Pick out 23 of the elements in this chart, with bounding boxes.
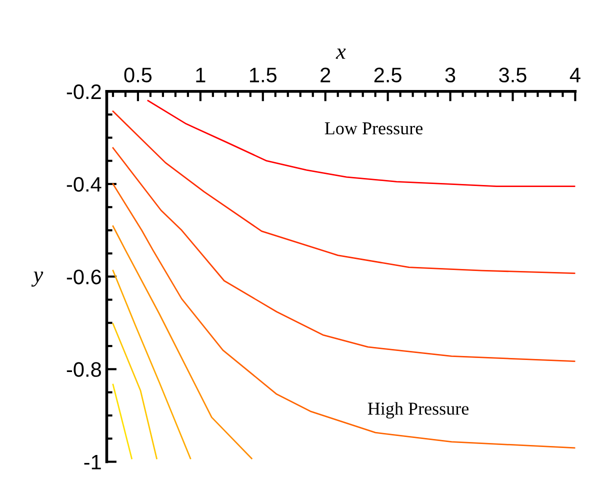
- x-tick-label: 1: [196, 68, 206, 82]
- x-tick-label: 1.5: [250, 68, 277, 82]
- y-tick-label: -0.6: [66, 270, 101, 284]
- x-tick-label: 3.5: [499, 68, 526, 82]
- annotation: Low Pressure: [324, 122, 423, 134]
- line-series: [112, 110, 576, 274]
- annotation: High Pressure: [368, 402, 469, 418]
- line-series: [147, 100, 576, 187]
- y-tick-label: -1: [84, 454, 101, 470]
- y-tick-label: -0.8: [66, 362, 101, 377]
- x-tick-label: 2.5: [374, 68, 402, 82]
- line-series: [112, 225, 252, 460]
- x-axis-title: x: [336, 48, 346, 59]
- y-tick-label: -0.4: [66, 176, 102, 192]
- line-series: [112, 183, 576, 449]
- y-tick-label: -0.2: [66, 84, 101, 100]
- x-tick-label: 0.5: [124, 68, 152, 82]
- y-axis-title: y: [31, 272, 44, 287]
- line-series: [112, 147, 576, 362]
- x-tick-label: 3: [445, 68, 456, 82]
- line-series: [112, 270, 192, 460]
- x-tick-label: 4: [570, 68, 580, 82]
- x-tick-label: 2: [320, 68, 330, 82]
